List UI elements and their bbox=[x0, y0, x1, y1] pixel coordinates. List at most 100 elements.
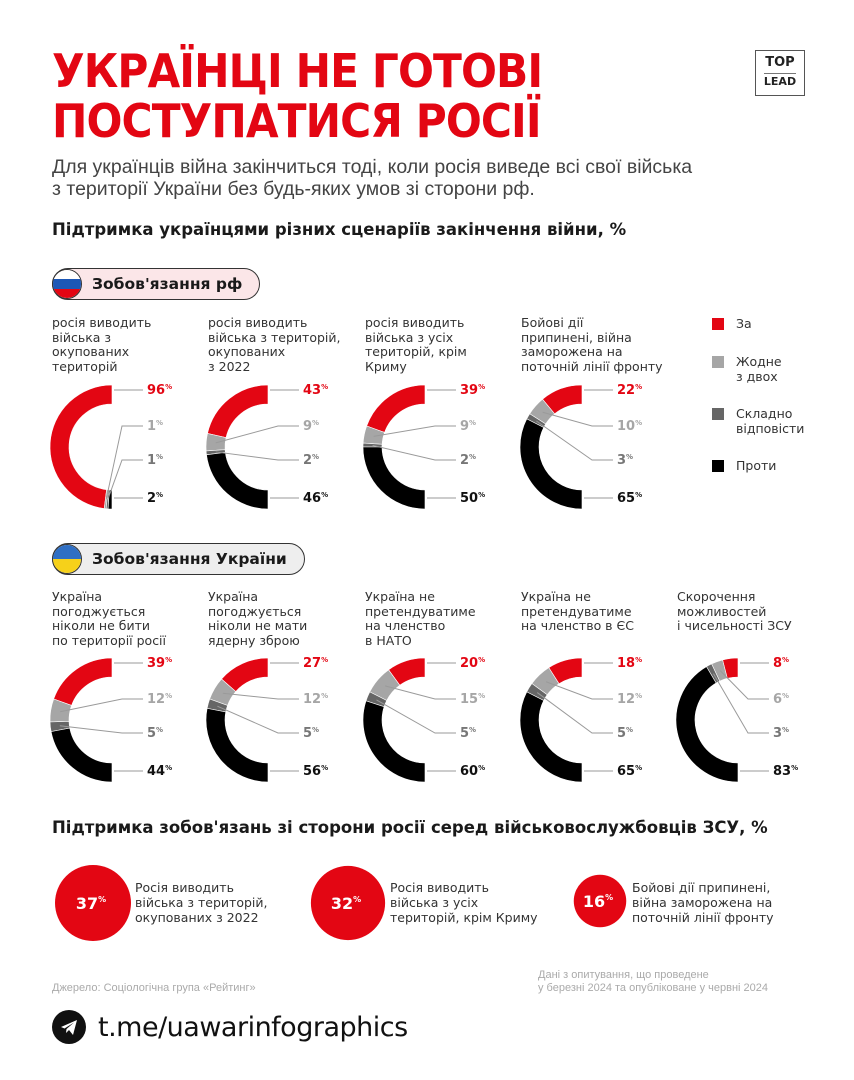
data-label: 3% bbox=[773, 726, 789, 741]
data-label: 2% bbox=[303, 453, 319, 468]
chart-caption: Україна не претендуватиме на членство в … bbox=[365, 589, 476, 648]
segment-for bbox=[53, 657, 113, 706]
legend-swatch bbox=[712, 408, 724, 420]
intro-text: Для українців війна закінчиться тоді, ко… bbox=[52, 156, 772, 200]
leader-line bbox=[217, 705, 299, 734]
data-label: 39% bbox=[147, 656, 172, 671]
segment-against bbox=[362, 446, 426, 510]
data-label: 50% bbox=[460, 491, 485, 506]
leader-line bbox=[59, 725, 143, 734]
data-label: 56% bbox=[303, 764, 328, 779]
data-label: 1% bbox=[147, 419, 163, 434]
telegram-icon bbox=[52, 1010, 86, 1044]
legend-label: Складно відповісти bbox=[736, 406, 805, 436]
data-label: 27% bbox=[303, 656, 328, 671]
logo-bottom-text: LEAD bbox=[763, 75, 797, 88]
legend-label: Проти bbox=[736, 458, 777, 473]
data-label: 2% bbox=[460, 453, 476, 468]
segment-against bbox=[362, 700, 426, 783]
data-label: 22% bbox=[617, 383, 642, 398]
data-label: 5% bbox=[617, 726, 633, 741]
chart-caption: росія виводить війська з окупованих тери… bbox=[52, 315, 152, 374]
chart-caption: росія виводить війська з усіх територій,… bbox=[365, 315, 467, 374]
leader-line bbox=[545, 681, 613, 700]
bubble bbox=[573, 874, 627, 928]
ukraine-flag-icon bbox=[52, 544, 82, 574]
data-label: 43% bbox=[303, 383, 328, 398]
russia-flag-icon bbox=[52, 269, 82, 299]
legend-item-against: Проти bbox=[712, 458, 777, 474]
data-label: 8% bbox=[773, 656, 789, 671]
data-label: 15% bbox=[460, 692, 485, 707]
intro-line-2: з території України без будь-яких умов з… bbox=[52, 178, 535, 200]
segment-against bbox=[519, 691, 583, 783]
telegram-url[interactable]: t.me/uawarinfographics bbox=[98, 1011, 408, 1043]
data-label: 18% bbox=[617, 656, 642, 671]
leader-line bbox=[215, 425, 299, 444]
leader-line bbox=[107, 459, 143, 500]
leader-line bbox=[384, 685, 456, 700]
data-label: 83% bbox=[773, 764, 798, 779]
leader-line bbox=[536, 692, 613, 734]
segment-against bbox=[50, 727, 113, 783]
section-title-scenarios: Підтримка українцями різних сценаріїв за… bbox=[52, 220, 627, 239]
data-label: 5% bbox=[460, 726, 476, 741]
data-label: 6% bbox=[773, 692, 789, 707]
intro-line-1: Для українців війна закінчиться тоді, ко… bbox=[52, 156, 693, 178]
segment-against bbox=[205, 708, 269, 783]
data-label: 12% bbox=[617, 692, 642, 707]
segment-against bbox=[675, 666, 739, 783]
leader-line bbox=[215, 451, 299, 461]
segment-against bbox=[206, 452, 269, 510]
bubble-caption: Росія виводить війська з усіх територій,… bbox=[390, 880, 538, 925]
bubble bbox=[55, 865, 131, 941]
data-label: 65% bbox=[617, 491, 642, 506]
legend-swatch bbox=[712, 460, 724, 472]
chart-caption: Україна погоджується ніколи не бити по т… bbox=[52, 589, 167, 648]
group-label-ukraine: Зобов'язання України bbox=[92, 550, 287, 568]
data-label: 39% bbox=[460, 383, 485, 398]
legend-item-neither: Жодне з двох bbox=[712, 354, 782, 384]
leader-line bbox=[376, 699, 456, 734]
leader-line bbox=[713, 673, 769, 734]
chart-caption: Бойові дії припинені, війна заморожена н… bbox=[521, 315, 663, 374]
legend-label: Жодне з двох bbox=[736, 354, 782, 384]
legend-item-hard-to-say: Складно відповісти bbox=[712, 406, 805, 436]
data-label: 5% bbox=[147, 726, 163, 741]
telegram-link[interactable]: t.me/uawarinfographics bbox=[52, 1010, 408, 1044]
leader-line bbox=[719, 670, 769, 700]
data-label: 3% bbox=[617, 453, 633, 468]
title-line-1: УКРАЇНЦІ НЕ ГОТОВІ bbox=[52, 44, 543, 98]
bubble bbox=[310, 865, 386, 941]
leader-line bbox=[222, 692, 299, 700]
data-label: 60% bbox=[460, 764, 485, 779]
data-label: 9% bbox=[460, 419, 476, 434]
data-label: 2% bbox=[147, 491, 163, 506]
legend-item-for: За bbox=[712, 316, 752, 332]
data-label: 5% bbox=[303, 726, 319, 741]
group-label-russia: Зобов'язання рф bbox=[92, 275, 243, 293]
legend-swatch bbox=[712, 318, 724, 330]
data-label: 10% bbox=[617, 419, 642, 434]
chart-caption: Україна не претендуватиме на членство в … bbox=[521, 589, 634, 633]
leader-line bbox=[60, 698, 143, 713]
logo-divider bbox=[764, 73, 796, 74]
data-label: 96% bbox=[147, 383, 172, 398]
segment-for bbox=[366, 384, 426, 433]
legend-label: За bbox=[736, 316, 752, 331]
leader-line bbox=[372, 444, 456, 461]
segment-for bbox=[49, 384, 113, 509]
data-label: 12% bbox=[147, 692, 172, 707]
bubble-caption: Росія виводить війська з територій, окуп… bbox=[135, 880, 268, 925]
leader-line bbox=[536, 420, 613, 461]
group-pill-russia: Зобов'язання рф bbox=[52, 268, 260, 300]
data-label: 46% bbox=[303, 491, 328, 506]
leader-line bbox=[373, 425, 456, 437]
segment-for bbox=[207, 384, 269, 438]
source-text: Джерело: Соціологічна група «Рейтинг» bbox=[52, 982, 256, 994]
data-label: 12% bbox=[303, 692, 328, 707]
leader-line bbox=[542, 411, 613, 427]
segment-against bbox=[519, 418, 583, 510]
bubble-caption: Бойові дії припинені, війна заморожена н… bbox=[632, 880, 774, 925]
